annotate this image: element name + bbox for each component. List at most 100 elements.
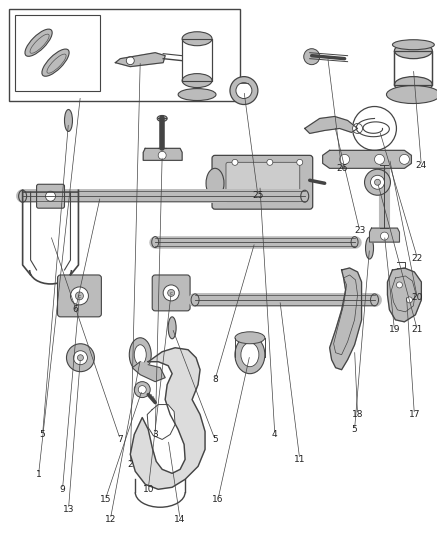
Circle shape (126, 56, 134, 64)
Ellipse shape (392, 40, 434, 50)
Circle shape (67, 344, 95, 372)
Ellipse shape (182, 74, 212, 87)
Circle shape (381, 232, 389, 240)
Ellipse shape (178, 88, 216, 101)
Circle shape (399, 155, 410, 164)
Circle shape (396, 282, 403, 288)
Circle shape (71, 287, 88, 305)
Ellipse shape (206, 168, 224, 198)
Polygon shape (115, 53, 165, 67)
Text: 22: 22 (412, 254, 423, 263)
Polygon shape (330, 268, 361, 370)
Ellipse shape (395, 77, 432, 93)
Text: 24: 24 (416, 161, 427, 170)
Ellipse shape (241, 343, 259, 367)
Circle shape (230, 77, 258, 104)
Ellipse shape (157, 116, 167, 122)
Ellipse shape (379, 162, 389, 169)
Circle shape (232, 159, 238, 165)
Polygon shape (147, 405, 175, 439)
Circle shape (158, 151, 166, 159)
Circle shape (339, 155, 350, 164)
Text: 8: 8 (212, 375, 218, 384)
Circle shape (374, 179, 381, 185)
Text: 21: 21 (412, 325, 423, 334)
Ellipse shape (168, 317, 176, 339)
Polygon shape (132, 362, 165, 382)
Text: 16: 16 (212, 495, 224, 504)
Polygon shape (370, 228, 399, 242)
Text: 5: 5 (40, 430, 46, 439)
Circle shape (353, 124, 363, 133)
Ellipse shape (152, 237, 159, 247)
Text: 19: 19 (389, 325, 400, 334)
Ellipse shape (366, 237, 374, 259)
Bar (14, 15, 100, 91)
Text: 20: 20 (412, 293, 423, 302)
Circle shape (138, 385, 146, 393)
Polygon shape (323, 150, 411, 168)
Text: 18: 18 (352, 410, 363, 419)
Text: 1: 1 (36, 470, 42, 479)
Text: 26: 26 (336, 164, 347, 173)
Circle shape (163, 285, 179, 301)
Circle shape (75, 292, 83, 300)
Text: c: c (78, 294, 81, 300)
Text: 14: 14 (174, 515, 186, 524)
Ellipse shape (191, 294, 199, 306)
Text: 12: 12 (105, 515, 116, 524)
Polygon shape (305, 117, 357, 133)
FancyBboxPatch shape (212, 155, 313, 209)
Ellipse shape (134, 345, 146, 365)
Circle shape (371, 175, 385, 189)
FancyBboxPatch shape (57, 275, 101, 317)
Text: 11: 11 (294, 455, 305, 464)
Ellipse shape (235, 336, 265, 374)
Circle shape (78, 355, 83, 361)
Text: 5: 5 (212, 435, 218, 444)
Ellipse shape (64, 109, 72, 132)
Bar (9, 9, 240, 101)
Ellipse shape (351, 237, 358, 247)
Text: 5: 5 (352, 425, 357, 434)
Circle shape (236, 83, 252, 99)
Text: 9: 9 (60, 485, 65, 494)
Ellipse shape (25, 29, 52, 56)
Ellipse shape (182, 32, 212, 46)
Circle shape (46, 191, 56, 201)
Ellipse shape (386, 86, 438, 103)
Circle shape (374, 155, 385, 164)
Circle shape (304, 49, 320, 64)
Circle shape (168, 289, 175, 296)
Polygon shape (143, 148, 182, 160)
Text: 6: 6 (73, 305, 78, 314)
Text: 15: 15 (99, 495, 111, 504)
Text: 25: 25 (252, 191, 264, 200)
Ellipse shape (42, 49, 69, 76)
Polygon shape (388, 268, 421, 322)
Circle shape (134, 382, 150, 398)
Ellipse shape (19, 190, 27, 202)
Text: 23: 23 (354, 225, 365, 235)
Text: c: c (170, 292, 173, 296)
Circle shape (297, 159, 303, 165)
Polygon shape (130, 348, 205, 489)
Circle shape (74, 351, 88, 365)
Text: 7: 7 (117, 435, 123, 444)
FancyBboxPatch shape (152, 275, 190, 311)
Circle shape (267, 159, 273, 165)
FancyBboxPatch shape (37, 184, 64, 208)
Ellipse shape (129, 338, 151, 372)
Circle shape (406, 297, 413, 303)
Text: 17: 17 (409, 410, 420, 419)
Circle shape (364, 169, 390, 195)
Text: 13: 13 (63, 505, 74, 514)
Ellipse shape (301, 190, 309, 202)
FancyBboxPatch shape (226, 163, 300, 202)
Ellipse shape (235, 332, 265, 344)
Ellipse shape (371, 294, 378, 306)
Text: 4: 4 (272, 430, 278, 439)
Text: 3: 3 (152, 430, 158, 439)
Text: 10: 10 (142, 485, 154, 494)
Ellipse shape (395, 43, 432, 59)
